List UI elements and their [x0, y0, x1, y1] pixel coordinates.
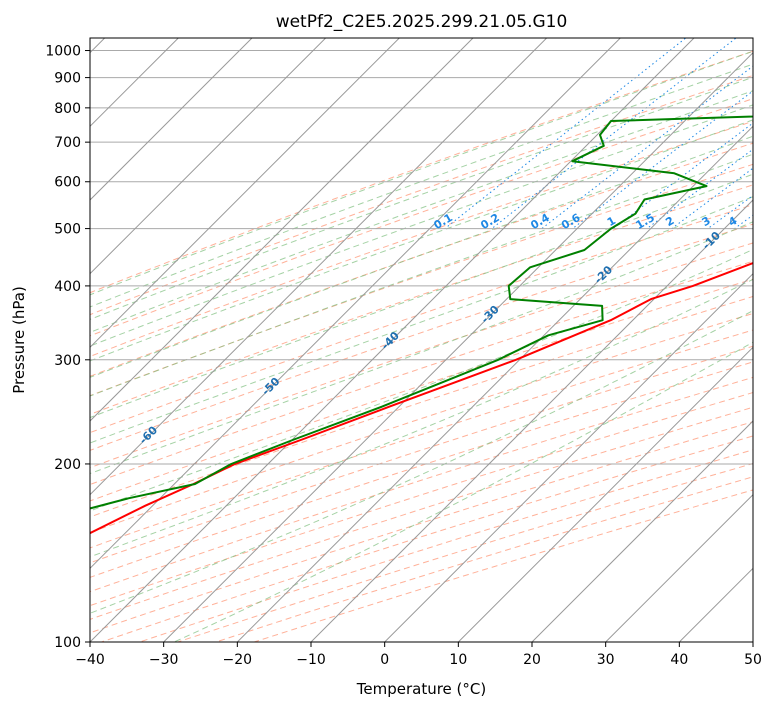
background-lines	[90, 38, 753, 642]
mixing-ratio-label: 2	[663, 214, 676, 229]
dry-adiabat-line	[90, 295, 753, 518]
mixing-ratio-line	[612, 122, 753, 229]
x-tick-label: −30	[149, 652, 179, 668]
mixing-ratio-line	[671, 167, 753, 229]
axes: −40 −30 −20 −10 0 10 20 30 40 50 100 200 300 400 500 60…	[45, 44, 762, 668]
isotherm-line	[678, 567, 753, 642]
x-tick-label: −20	[223, 652, 253, 668]
moist-adiabat-line	[90, 104, 753, 347]
y-tick-label: 1000	[45, 44, 81, 60]
isotherm-line	[90, 38, 548, 496]
isotherm-line	[531, 420, 753, 642]
y-axis-label: Pressure (hPa)	[10, 286, 28, 394]
x-tick-label: 10	[449, 652, 467, 668]
isotherm-line	[90, 38, 253, 201]
moist-adiabat-line	[90, 278, 753, 558]
isotherm-label: -50	[259, 375, 282, 398]
dry-adiabat-line	[90, 204, 753, 434]
moist-adiabat-line	[90, 50, 753, 296]
moist-adiabat-line	[90, 119, 753, 362]
moist-adiabat-line	[90, 196, 753, 444]
isotherm-line	[604, 493, 753, 642]
x-tick-label: 50	[744, 652, 762, 668]
mixing-ratio-label: 6	[765, 214, 775, 229]
y-tick-label: 900	[54, 71, 81, 87]
y-tick-label: 600	[54, 175, 81, 191]
y-tick-label: 300	[54, 353, 81, 369]
y-tick-label: 100	[54, 635, 81, 651]
isotherm-line	[383, 272, 753, 642]
y-tick-label: 500	[54, 222, 81, 238]
dry-adiabat-line	[90, 376, 753, 593]
x-tick-label: 40	[670, 652, 688, 668]
x-tick-label: −40	[75, 652, 105, 668]
isotherm-line	[236, 125, 753, 642]
isotherm-line	[90, 38, 401, 349]
x-tick-label: 0	[380, 652, 389, 668]
mixing-ratio-line	[646, 148, 753, 229]
y-tick-label: 700	[54, 135, 81, 151]
mixing-ratio-label: 4	[726, 214, 739, 229]
moist-adiabat-line	[90, 248, 753, 512]
y-tick-label: 200	[54, 457, 81, 473]
x-tick-label: 20	[523, 652, 541, 668]
mixing-ratio-label: 1	[605, 214, 618, 229]
isotherm-line	[457, 346, 753, 642]
isotherm-label: -60	[137, 423, 160, 446]
isotherm-line	[310, 199, 753, 642]
dry-adiabat-line	[90, 184, 753, 415]
x-tick-label: 30	[597, 652, 615, 668]
y-tick-label: 400	[54, 279, 81, 295]
dry-adiabat-line	[90, 242, 753, 469]
profile-series	[90, 115, 753, 535]
dry-adiabat-line	[252, 489, 753, 642]
moist-adiabat-line	[172, 341, 753, 642]
mixing-ratio-line	[572, 90, 753, 229]
isotherm-label: -40	[379, 329, 402, 352]
isotherm-line	[752, 641, 753, 642]
dewpoint-line	[90, 115, 753, 510]
x-tick-label: −10	[296, 652, 326, 668]
x-axis-label: Temperature (°C)	[356, 680, 486, 698]
mixing-ratio-line	[491, 38, 737, 229]
chart-title: wetPf2_C2E5.2025.299.21.05.G10	[276, 12, 568, 32]
mixing-ratio-line	[444, 38, 687, 229]
dry-adiabat-line	[90, 74, 753, 316]
dry-adiabat-line	[90, 98, 753, 337]
isotherm-line	[90, 38, 695, 642]
dry-adiabat-line	[90, 278, 753, 502]
isotherm-line	[90, 38, 622, 570]
mixing-ratio-line	[541, 65, 753, 229]
isotherm-line	[90, 38, 474, 422]
y-tick-label: 800	[54, 101, 81, 117]
isotherm-label: -10	[700, 229, 723, 252]
temperature-line	[90, 261, 753, 535]
isotherm-label: -70	[13, 474, 36, 497]
isotherm-line	[162, 51, 753, 642]
plot-frame	[89, 37, 754, 643]
dry-adiabat-line	[90, 329, 753, 549]
isotherm-line	[90, 38, 327, 275]
moist-adiabat-line	[90, 135, 753, 378]
isotherm-label: -20	[592, 263, 615, 286]
